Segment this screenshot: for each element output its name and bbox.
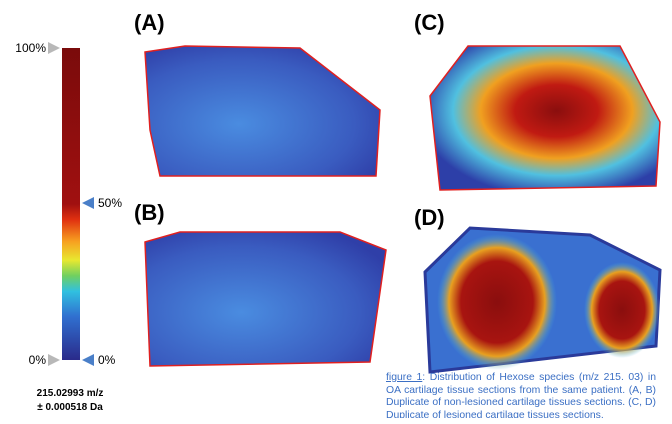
arrow	[48, 354, 60, 366]
arrow	[82, 197, 94, 209]
mass-label: 215.02993 m/z	[37, 388, 104, 399]
colorbar-label: 0%	[29, 353, 47, 367]
tissue-image	[145, 46, 380, 176]
arrow	[48, 42, 60, 54]
colorbar-label: 0%	[98, 353, 116, 367]
colorbar-label: 100%	[15, 41, 46, 55]
panel-label: (A)	[134, 10, 165, 35]
panel-label: (C)	[414, 10, 445, 35]
panel-label: (B)	[134, 200, 165, 225]
tissue-image	[145, 232, 386, 366]
caption-text: : Distribution of Hexose species (m/z 21…	[386, 372, 656, 418]
page: 100% 50% 0% 0% 215.02993 m/z ± 0.000518 …	[0, 0, 672, 424]
colorbar	[62, 48, 80, 360]
figure: 100% 50% 0% 0% 215.02993 m/z ± 0.000518 …	[0, 0, 672, 424]
caption-lead: figure 1	[386, 372, 422, 383]
colorbar-label: 50%	[98, 196, 122, 210]
caption: figure 1: Distribution of Hexose species…	[386, 372, 656, 418]
tissue-image	[430, 46, 660, 190]
mass-tolerance: ± 0.000518 Da	[37, 402, 103, 413]
panel-label: (D)	[414, 205, 445, 230]
arrow	[82, 354, 94, 366]
tissue-image	[425, 228, 660, 372]
